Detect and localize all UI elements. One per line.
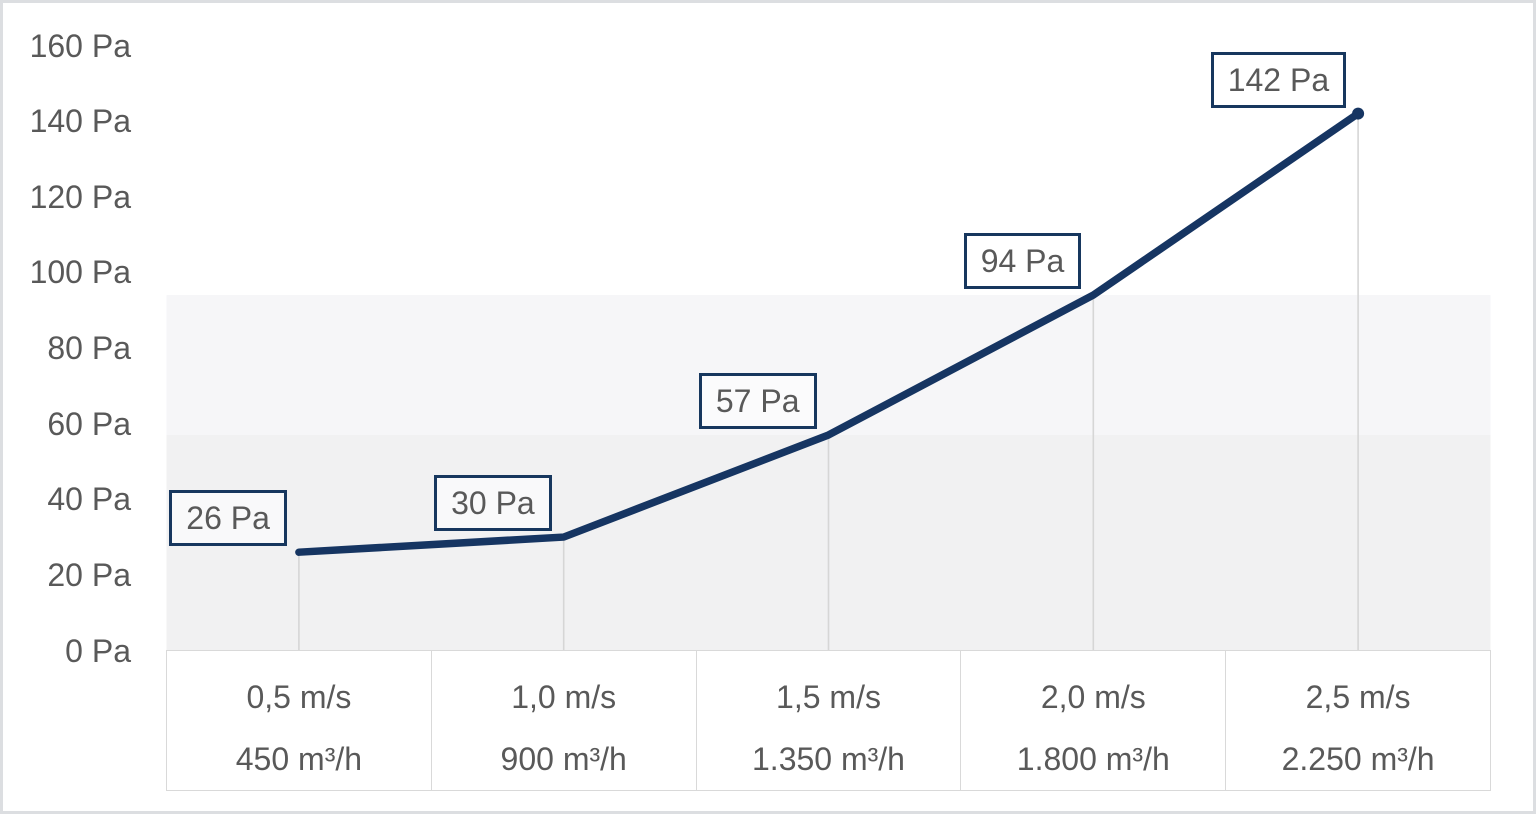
x-axis-velocity-label: 2,5 m/s [1305, 679, 1411, 716]
x-axis-category-cell: 2,5 m/s 2.250 m³/h [1225, 651, 1490, 790]
y-axis-tick-label: 0 Pa [65, 632, 131, 669]
y-axis-tick-label: 140 Pa [29, 103, 131, 140]
data-label-box: 142 Pa [1210, 51, 1347, 108]
background-band-1 [166, 295, 1491, 435]
x-axis-table: 0,5 m/s 450 m³/h 1,0 m/s 900 m³/h 1,5 m/s 1.3… [166, 650, 1491, 791]
y-axis-tick-label: 100 Pa [29, 254, 131, 291]
data-label-box: 26 Pa [169, 490, 287, 547]
x-axis-category-cell: 2,0 m/s 1.800 m³/h [960, 651, 1225, 790]
x-axis-flow-label: 450 m³/h [235, 740, 363, 777]
x-axis-flow-label: 2.250 m³/h [1281, 740, 1435, 777]
y-axis-tick-label: 20 Pa [47, 556, 131, 593]
data-label-box: 30 Pa [434, 475, 552, 532]
x-axis-category-cell: 1,0 m/s 900 m³/h [430, 651, 696, 790]
x-axis-velocity-label: 2,0 m/s [1040, 679, 1146, 716]
x-axis-velocity-label: 1,0 m/s [511, 679, 617, 716]
pressure-line [295, 109, 1362, 556]
data-label-box: 57 Pa [698, 372, 817, 429]
x-axis-flow-label: 1.350 m³/h [752, 740, 905, 777]
x-axis-velocity-label: 0,5 m/s [246, 679, 352, 716]
x-axis-category-cell: 1,5 m/s 1.350 m³/h [695, 651, 961, 790]
x-axis-flow-label: 900 m³/h [500, 740, 627, 777]
y-axis-tick-label: 60 Pa [47, 405, 131, 442]
y-axis-tick-label: 40 Pa [47, 481, 131, 518]
x-axis-velocity-label: 1,5 m/s [776, 679, 881, 716]
x-axis-category-cell: 0,5 m/s 450 m³/h [167, 651, 431, 790]
x-axis-flow-label: 1.800 m³/h [1016, 740, 1170, 777]
y-axis-tick-label: 120 Pa [29, 178, 131, 215]
data-label-box: 94 Pa [963, 233, 1082, 290]
line-end-marker [1352, 107, 1365, 120]
y-axis-tick-label: 160 Pa [29, 27, 131, 64]
y-axis-tick-label: 80 Pa [47, 330, 131, 366]
